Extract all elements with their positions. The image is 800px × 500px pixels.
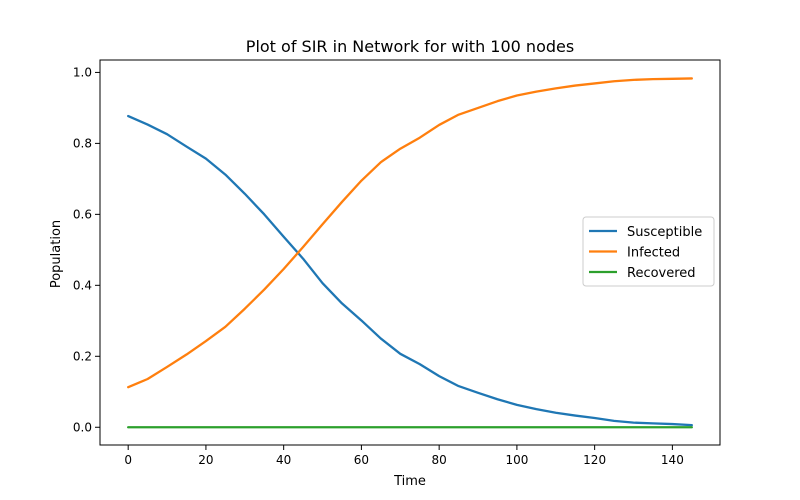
x-tick-label: 80	[432, 453, 447, 467]
y-tick-label: 0.6	[73, 207, 92, 221]
x-tick-label: 120	[583, 453, 606, 467]
legend: Susceptible Infected Recovered	[582, 216, 715, 287]
x-tick-label: 100	[505, 453, 528, 467]
chart-title: Plot of SIR in Network for with 100 node…	[246, 37, 574, 56]
legend-label-susceptible: Susceptible	[627, 225, 702, 240]
x-axis-label: Time	[393, 474, 426, 489]
x-tick-label: 140	[661, 453, 684, 467]
series-line-infected	[127, 77, 693, 389]
series-line-susceptible	[127, 114, 693, 427]
x-tick-label: 60	[354, 453, 369, 467]
x-tick-label: 0	[124, 453, 132, 467]
x-tick-label: 20	[198, 453, 213, 467]
legend-label-recovered: Recovered	[627, 266, 696, 281]
legend-box	[582, 216, 715, 287]
y-tick-label: 0.2	[73, 349, 92, 363]
y-tick-label: 0.0	[73, 420, 92, 434]
y-tick-label: 1.0	[73, 65, 92, 79]
legend-label-infected: Infected	[627, 246, 680, 261]
y-tick-label: 0.8	[73, 136, 92, 150]
plot-frame	[99, 59, 721, 446]
y-tick-label: 0.4	[73, 278, 92, 292]
plot-area: 0 20 40 60 80 100 120 140 0.0 0.2 0.4 0.6 0.8 1.0	[73, 59, 721, 467]
x-tick-label: 40	[276, 453, 291, 467]
y-axis-label: Population	[49, 220, 64, 288]
